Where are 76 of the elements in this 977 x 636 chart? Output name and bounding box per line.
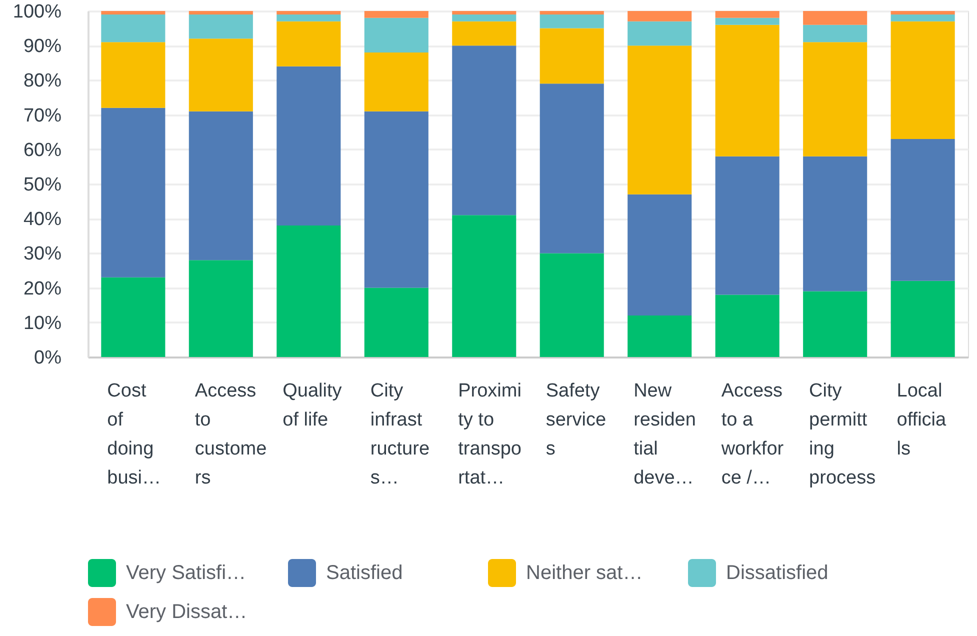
bar	[540, 253, 604, 357]
bar	[452, 46, 516, 216]
y-tick-label: 40%	[23, 209, 62, 230]
bar	[803, 156, 868, 292]
bar	[188, 38, 253, 112]
bar	[364, 11, 428, 18]
bar	[188, 111, 253, 260]
x-tick-label: Local officials	[896, 380, 947, 460]
x-tick-label: Quality of life	[282, 380, 342, 430]
bar	[715, 11, 780, 18]
bar	[101, 14, 166, 42]
legend-label: Very Dissat…	[126, 601, 248, 623]
bar	[276, 226, 341, 357]
bar	[276, 21, 341, 66]
y-tick-label: 100%	[12, 2, 62, 22]
bar	[276, 14, 341, 22]
bar	[890, 14, 955, 22]
bar	[188, 11, 253, 14]
x-tick-label: Cost of doing busi…	[107, 380, 162, 488]
y-tick-label: 20%	[23, 278, 62, 300]
x-tick-label: Access to customers	[194, 380, 267, 488]
y-tick-label: 10%	[23, 312, 62, 334]
bar	[715, 18, 780, 25]
legend-label: Neither sat…	[526, 562, 643, 584]
bar	[101, 277, 166, 357]
bar	[364, 111, 428, 288]
y-tick-label: 50%	[23, 174, 62, 196]
x-tick-label: City permitting process	[809, 380, 876, 488]
bar	[276, 66, 341, 226]
bar	[540, 11, 604, 14]
bar	[628, 315, 692, 357]
legend-label: Very Satisfi…	[126, 562, 246, 584]
y-tick-label: 30%	[23, 244, 62, 265]
x-tick-label: Access to a workforce /…	[720, 380, 784, 488]
bar	[715, 24, 780, 156]
bar	[715, 294, 780, 357]
bar	[452, 11, 516, 14]
bar	[452, 21, 516, 46]
bar	[890, 139, 955, 281]
bar	[540, 14, 604, 28]
bar	[364, 18, 428, 53]
bar	[452, 215, 516, 357]
y-tick-label: 90%	[23, 36, 62, 58]
bar	[101, 11, 166, 14]
bar	[890, 21, 955, 140]
x-tick-label: Proximity to transportat…	[458, 380, 522, 488]
y-tick-label: 60%	[23, 140, 62, 161]
bar	[540, 84, 604, 254]
bar	[628, 194, 692, 316]
bar	[803, 42, 868, 156]
bar	[276, 11, 341, 14]
x-tick-label: Safety services	[546, 380, 606, 460]
bar	[628, 21, 692, 46]
bar	[540, 28, 604, 84]
bar	[715, 156, 780, 295]
y-tick-label: 70%	[23, 105, 62, 126]
y-tick-label: 80%	[23, 70, 62, 92]
x-tick-label: City infrastructures…	[370, 380, 430, 488]
bar	[364, 288, 428, 357]
bar	[101, 108, 166, 278]
legend-label: Dissatisfied	[726, 562, 828, 584]
bar	[890, 280, 955, 357]
bar	[628, 46, 692, 194]
bar	[188, 260, 253, 357]
y-tick-label: 0%	[34, 348, 62, 368]
bar	[101, 42, 166, 108]
legend-label: Satisfied	[326, 562, 403, 584]
bar	[803, 24, 868, 42]
bar	[452, 14, 516, 22]
bar	[803, 291, 868, 357]
bar	[628, 11, 692, 22]
bar	[890, 11, 955, 14]
bar	[188, 14, 253, 39]
bar	[364, 52, 428, 112]
x-tick-label: New residential deve…	[634, 380, 696, 488]
bar	[803, 11, 868, 25]
